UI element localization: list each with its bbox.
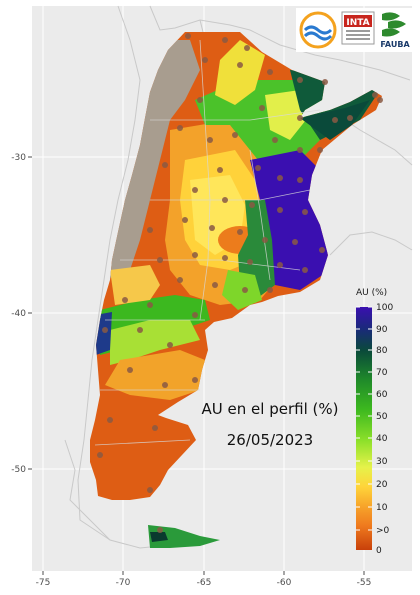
y-tick-label: -50: [11, 465, 26, 475]
legend-label: 0: [376, 546, 382, 556]
x-tick-label: -70: [116, 578, 131, 588]
legend-label: 50: [376, 412, 388, 422]
legend-label: 60: [376, 390, 388, 400]
x-tick-label: -55: [357, 578, 372, 588]
legend-label: >0: [376, 526, 390, 536]
inta-logo-stripes: [346, 30, 370, 40]
tierra-del-fuego: [148, 525, 220, 548]
inta-logo-band: [344, 15, 372, 27]
legend-label: 100: [376, 303, 393, 313]
legend-colorbar: [356, 307, 372, 550]
au-surface: [95, 40, 380, 400]
legend-label: 90: [376, 325, 388, 335]
legend-label: 80: [376, 346, 388, 356]
legend-label: 40: [376, 434, 388, 444]
fauba-logo-text: FAUBA: [380, 40, 410, 49]
x-tick-label: -60: [277, 578, 292, 588]
province-borders: [94, 39, 321, 446]
logo-group: INTA FAUBA: [296, 8, 412, 52]
tierra-del-fuego-core: [150, 532, 168, 542]
map-title: AU en el perfil (%): [202, 400, 339, 418]
axis-ticks: [28, 156, 365, 575]
y-tick-label: -40: [11, 309, 26, 319]
inta-logo-text: INTA: [346, 18, 369, 28]
fauba-leaf-icon: [382, 12, 406, 37]
legend-ticks: [356, 306, 372, 531]
legend-title: AU (%): [356, 288, 387, 298]
y-tick-label: -30: [11, 153, 26, 163]
station-dots: [97, 33, 383, 533]
x-tick-label: -75: [36, 578, 51, 588]
legend-label: 10: [376, 503, 388, 513]
wave-logo-icon: [299, 11, 337, 49]
legend-label: 20: [376, 480, 388, 490]
map-date: 26/05/2023: [227, 431, 313, 449]
legend-label: 30: [376, 457, 388, 467]
x-tick-label: -65: [197, 578, 212, 588]
legend-label: 70: [376, 368, 388, 378]
